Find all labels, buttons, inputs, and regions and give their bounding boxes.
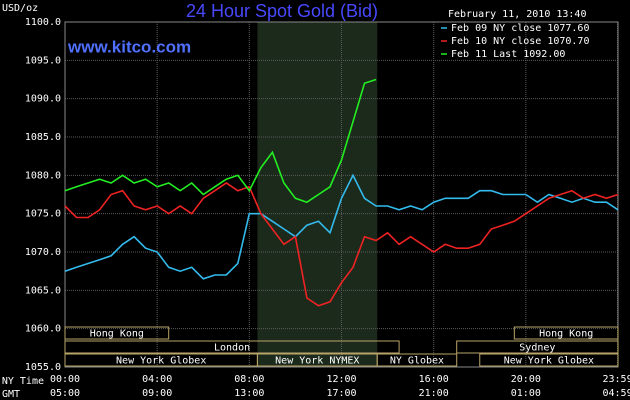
- y-tick-label: 1090.0: [25, 94, 61, 105]
- x2-tick-label: 17:00: [326, 388, 356, 399]
- x-axis-label: NY Time: [2, 376, 44, 387]
- series-line: [64, 173, 619, 280]
- y-tick-label: 1100.0: [25, 17, 61, 28]
- session-box: [456, 340, 619, 354]
- legend-label: Feb 09 NY close 1077.60: [451, 23, 589, 34]
- background-layer: [64, 21, 619, 368]
- chart-title: 24 Hour Spot Gold (Bid): [186, 1, 378, 21]
- y-axis-label: USD/oz: [2, 3, 38, 14]
- y-tick-label: 1080.0: [25, 170, 61, 181]
- x-tick-label: 04:00: [142, 374, 172, 385]
- watermark: www.kitco.com: [67, 37, 191, 56]
- session-label: Hong Kong: [539, 329, 593, 340]
- series-line: [64, 78, 377, 204]
- series-line: [64, 182, 619, 307]
- y-tick-label: 1075.0: [25, 209, 61, 220]
- y-tick-label: 1085.0: [25, 132, 61, 143]
- session-label: NY Globex: [390, 356, 444, 367]
- x2-tick-label: 01:00: [511, 388, 541, 399]
- x-tick-label: 12:00: [326, 374, 356, 385]
- session-box: [64, 340, 400, 354]
- x2-tick-label: 09:00: [142, 388, 172, 399]
- session-label: Hong Kong: [90, 329, 144, 340]
- y-tick-label: 1065.0: [25, 285, 61, 296]
- y-tick-label: 1060.0: [25, 324, 61, 335]
- chart-date: February 11, 2010 13:40: [448, 9, 586, 20]
- x2-tick-label: 21:00: [419, 388, 449, 399]
- x-tick-label: 23:59: [602, 374, 630, 385]
- session-label: New York NYMEX: [275, 356, 359, 367]
- y-tick-label: 1055.0: [25, 362, 61, 373]
- session-label: New York Globex: [504, 356, 594, 367]
- x2-axis-label: GMT: [2, 389, 20, 400]
- x2-tick-label: 05:00: [50, 388, 80, 399]
- session-box: [479, 353, 619, 367]
- session-box: [64, 326, 170, 340]
- session-box: [376, 353, 458, 367]
- session-label: New York Globex: [116, 356, 206, 367]
- x-tick-label: 20:00: [511, 374, 541, 385]
- x-tick-label: 08:00: [234, 374, 264, 385]
- session-label: London: [214, 343, 250, 354]
- x-tick-label: 00:00: [50, 374, 80, 385]
- legend-label: Feb 11 Last 1092.00: [451, 49, 565, 60]
- session-label: Sydney: [519, 343, 555, 354]
- x2-tick-label: 13:00: [234, 388, 264, 399]
- x-tick-label: 16:00: [419, 374, 449, 385]
- y-tick-label: 1070.0: [25, 247, 61, 258]
- legend-label: Feb 10 NY close 1070.70: [451, 36, 589, 47]
- x2-tick-label: 04:59: [602, 388, 630, 399]
- session-box: [513, 326, 619, 340]
- y-tick-label: 1095.0: [25, 55, 61, 66]
